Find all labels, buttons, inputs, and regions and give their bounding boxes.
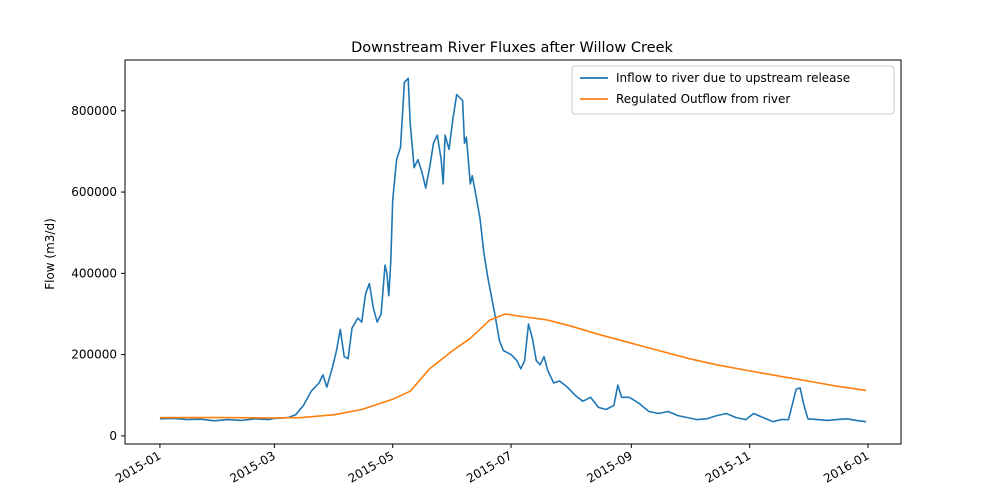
y-tick-label: 400000: [71, 266, 117, 280]
legend-box: [571, 65, 895, 115]
legend-label-2: Regulated Outflow from river: [616, 92, 790, 106]
y-tick-label: 600000: [71, 185, 117, 199]
legend: Inflow to river due to upstream release R…: [571, 65, 895, 115]
y-tick-label: 0: [109, 429, 117, 443]
y-tick-label: 800000: [71, 104, 117, 118]
chart-title: Downstream River Fluxes after Willow Cre…: [351, 40, 673, 56]
plot-area: [159, 77, 867, 423]
series-line-2: [159, 313, 867, 419]
y-axis: 0 200000 400000 600000 800000: [71, 104, 125, 443]
series-line-1: [159, 77, 867, 423]
legend-label-1: Inflow to river due to upstream release: [616, 71, 850, 85]
axes-frame: [124, 59, 902, 445]
y-tick-label: 200000: [71, 348, 117, 362]
y-axis-label: Flow (m3/d): [43, 218, 57, 290]
